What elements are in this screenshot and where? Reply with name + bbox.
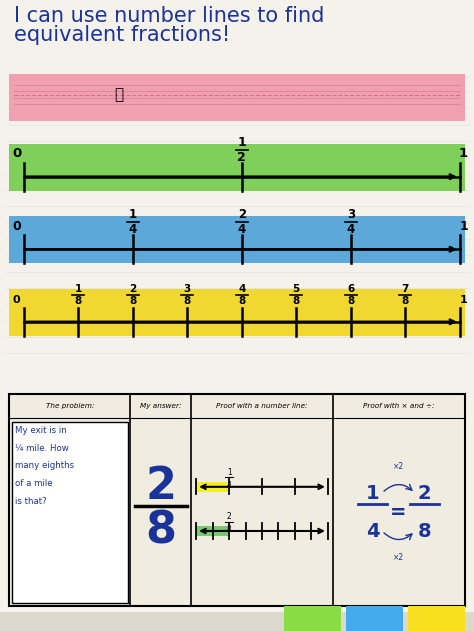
Text: 2: 2 xyxy=(237,208,246,221)
Text: 8: 8 xyxy=(238,296,246,306)
Text: 8: 8 xyxy=(227,525,231,534)
Bar xyxy=(196,526,230,536)
Text: 4: 4 xyxy=(128,223,137,237)
Text: 2: 2 xyxy=(237,151,246,164)
Text: The problem:: The problem: xyxy=(46,403,94,410)
Bar xyxy=(284,606,341,631)
Text: Proof with a number line:: Proof with a number line: xyxy=(216,403,308,410)
Text: 8: 8 xyxy=(129,296,137,306)
Text: 1: 1 xyxy=(460,295,467,305)
Text: 4: 4 xyxy=(365,521,379,541)
Text: Proof with × and ÷:: Proof with × and ÷: xyxy=(363,403,434,410)
Bar xyxy=(196,482,230,492)
Text: 5: 5 xyxy=(292,284,300,294)
Text: 0: 0 xyxy=(12,147,21,160)
Text: 8: 8 xyxy=(347,296,355,306)
Text: 1: 1 xyxy=(74,284,82,294)
Text: 3: 3 xyxy=(183,284,191,294)
Text: 🚗: 🚗 xyxy=(114,87,123,102)
Bar xyxy=(9,74,465,121)
Text: many eighths: many eighths xyxy=(15,461,74,470)
Bar xyxy=(9,289,465,336)
Text: ×2: ×2 xyxy=(393,462,404,471)
Text: 1: 1 xyxy=(237,136,246,149)
Text: 8: 8 xyxy=(145,509,176,553)
Text: 8: 8 xyxy=(418,521,431,541)
Text: 8: 8 xyxy=(74,296,82,306)
Text: 1: 1 xyxy=(459,147,468,160)
Bar xyxy=(346,606,403,631)
Text: of a mile: of a mile xyxy=(15,479,53,488)
Text: My exit is in: My exit is in xyxy=(15,426,67,435)
Text: 2: 2 xyxy=(145,465,176,509)
Bar xyxy=(408,606,465,631)
Text: equivalent fractions!: equivalent fractions! xyxy=(14,25,230,45)
Text: 2: 2 xyxy=(418,483,431,502)
Text: My answer:: My answer: xyxy=(140,403,182,410)
Text: 1: 1 xyxy=(459,220,468,233)
Text: 4: 4 xyxy=(238,284,246,294)
Bar xyxy=(9,394,465,606)
Text: 0: 0 xyxy=(12,220,21,233)
Text: 8: 8 xyxy=(292,296,300,306)
Bar xyxy=(9,144,465,191)
Text: 8: 8 xyxy=(183,296,191,306)
Text: ¼ mile. How: ¼ mile. How xyxy=(15,444,69,452)
Bar xyxy=(9,216,465,264)
Text: 1: 1 xyxy=(365,483,379,502)
Text: 8: 8 xyxy=(401,296,409,306)
Text: 7: 7 xyxy=(401,284,409,294)
Text: =: = xyxy=(390,502,407,522)
Text: 6: 6 xyxy=(347,284,355,294)
Text: 1: 1 xyxy=(128,208,137,221)
Text: ×2: ×2 xyxy=(393,553,404,562)
Text: is that?: is that? xyxy=(15,497,47,505)
Text: 1: 1 xyxy=(227,468,231,477)
Text: 4: 4 xyxy=(346,223,355,237)
Text: 4: 4 xyxy=(227,481,232,490)
Text: 4: 4 xyxy=(237,223,246,237)
Text: 2: 2 xyxy=(129,284,137,294)
Text: 3: 3 xyxy=(346,208,355,221)
Text: I can use number lines to find: I can use number lines to find xyxy=(14,6,325,26)
Text: 2: 2 xyxy=(227,512,231,521)
Bar xyxy=(12,422,128,603)
Text: 0: 0 xyxy=(13,295,20,305)
